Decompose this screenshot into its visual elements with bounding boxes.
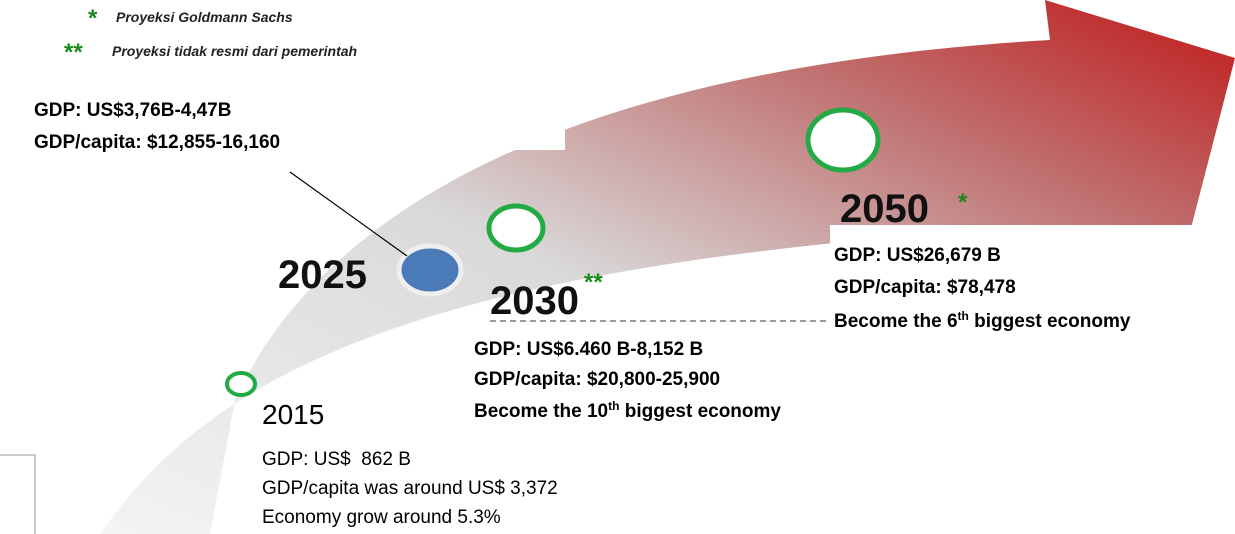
detail: GDP/capita: $78,478 bbox=[834, 277, 1016, 298]
legend-text: Proyeksi Goldmann Sachs bbox=[116, 9, 293, 25]
detail: GDP: US$6.460 B-8,152 B bbox=[474, 339, 703, 360]
detail: Economy grow around 5.3% bbox=[262, 507, 501, 528]
rank-text: Become the 10 bbox=[474, 401, 608, 422]
year: 2030 bbox=[490, 279, 579, 323]
rank-rest: biggest economy bbox=[619, 401, 781, 422]
year: 2025 bbox=[278, 253, 367, 297]
pointer-line bbox=[289, 171, 408, 257]
mask bbox=[830, 225, 1235, 345]
milestone-dot bbox=[486, 203, 546, 253]
rank-sup: th bbox=[958, 309, 969, 323]
legend-text: Proyeksi tidak resmi dari pemerintah bbox=[112, 43, 357, 59]
milestone-dot bbox=[396, 243, 464, 297]
legend-mark: ** bbox=[64, 39, 83, 66]
detail: GDP/capita: $20,800-25,900 bbox=[474, 369, 720, 390]
detail: GDP: US$26,679 B bbox=[834, 245, 1001, 266]
milestone-dot bbox=[805, 107, 881, 173]
projection-mark: * bbox=[958, 189, 968, 216]
milestone-dot bbox=[225, 371, 257, 397]
detail: GDP: US$3,76B-4,47B bbox=[34, 100, 231, 121]
frame bbox=[0, 454, 36, 534]
projection-mark: ** bbox=[584, 269, 603, 296]
rank: Become the 10th biggest economy bbox=[474, 399, 781, 422]
detail: GDP/capita: $12,855-16,160 bbox=[34, 132, 280, 153]
mask bbox=[0, 0, 565, 150]
legend-mark: * bbox=[88, 5, 98, 32]
rank: Become the 6th biggest economy bbox=[834, 309, 1131, 332]
year: 2015 bbox=[262, 399, 324, 430]
rank-sup: th bbox=[608, 399, 619, 413]
detail: GDP: US$ 862 B bbox=[262, 449, 411, 470]
growth-arrow bbox=[100, 0, 1235, 534]
detail: GDP/capita was around US$ 3,372 bbox=[262, 478, 558, 499]
rank-rest: biggest economy bbox=[969, 311, 1131, 332]
year: 2050 bbox=[840, 187, 929, 231]
rank-text: Become the 6 bbox=[834, 311, 958, 332]
